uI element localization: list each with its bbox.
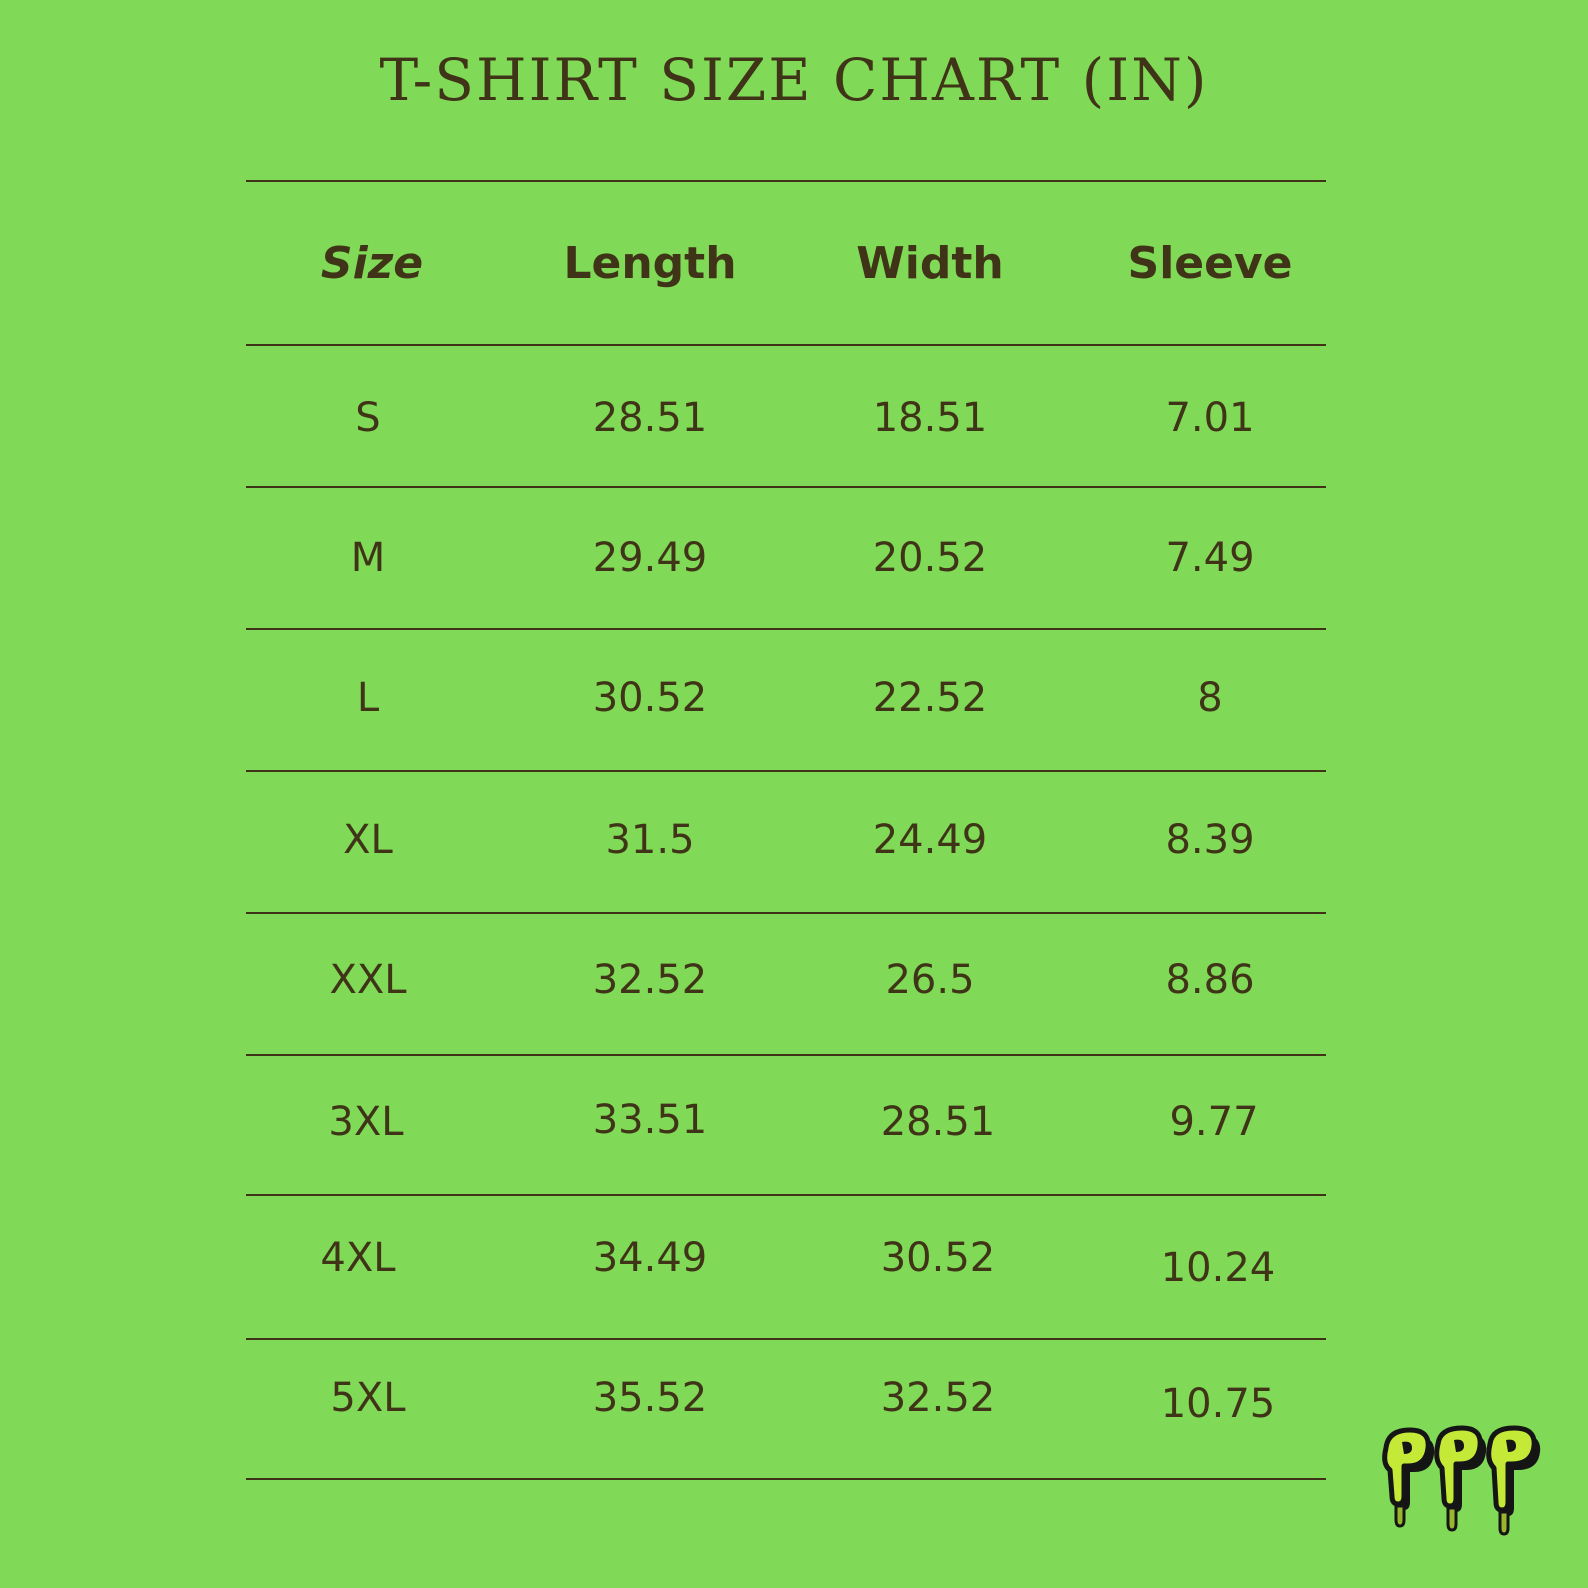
table-rule [246, 1478, 1326, 1480]
sleeve-cell: 8.86 [1070, 960, 1350, 1000]
column-header-width: Width [790, 242, 1070, 286]
sleeve-cell: 7.01 [1070, 398, 1350, 438]
table-rule [246, 180, 1326, 182]
sleeve-cell: 9.77 [1074, 1102, 1354, 1142]
sleeve-cell: 8.39 [1070, 820, 1350, 860]
size-cell: XXL [228, 960, 508, 1000]
size-cell: S [228, 398, 508, 438]
graffiti-logo-icon [1378, 1424, 1558, 1544]
ppp-logo-svg [1378, 1424, 1558, 1544]
width-cell: 32.52 [798, 1378, 1078, 1418]
size-cell: 5XL [228, 1378, 508, 1418]
length-cell: 32.52 [510, 960, 790, 1000]
size-cell: 3XL [226, 1102, 506, 1142]
size-cell: L [228, 678, 508, 718]
size-cell: XL [228, 820, 508, 860]
sleeve-cell: 8 [1070, 678, 1350, 718]
table-rule [246, 912, 1326, 914]
column-header-sleeve: Sleeve [1070, 242, 1350, 286]
width-cell: 24.49 [790, 820, 1070, 860]
width-cell: 18.51 [790, 398, 1070, 438]
length-cell: 35.52 [510, 1378, 790, 1418]
size-cell: M [228, 538, 508, 578]
sleeve-cell: 10.75 [1078, 1384, 1358, 1424]
width-cell: 22.52 [790, 678, 1070, 718]
length-cell: 33.51 [510, 1100, 790, 1140]
sleeve-cell: 7.49 [1070, 538, 1350, 578]
width-cell: 30.52 [798, 1238, 1078, 1278]
length-cell: 34.49 [510, 1238, 790, 1278]
table-rule [246, 770, 1326, 772]
table-rule [246, 1338, 1326, 1340]
table-rule [246, 1194, 1326, 1196]
length-cell: 29.49 [510, 538, 790, 578]
size-cell: 4XL [218, 1238, 498, 1278]
table-rule [246, 486, 1326, 488]
width-cell: 20.52 [790, 538, 1070, 578]
column-header-size: Size [232, 242, 512, 286]
width-cell: 26.5 [790, 960, 1070, 1000]
length-cell: 28.51 [510, 398, 790, 438]
length-cell: 31.5 [510, 820, 790, 860]
table-rule [246, 1054, 1326, 1056]
table-rule [246, 628, 1326, 630]
sleeve-cell: 10.24 [1078, 1248, 1358, 1288]
width-cell: 28.51 [798, 1102, 1078, 1142]
page-title: T-SHIRT SIZE CHART (IN) [0, 46, 1588, 114]
table-rule [246, 344, 1326, 346]
length-cell: 30.52 [510, 678, 790, 718]
column-header-length: Length [510, 242, 790, 286]
